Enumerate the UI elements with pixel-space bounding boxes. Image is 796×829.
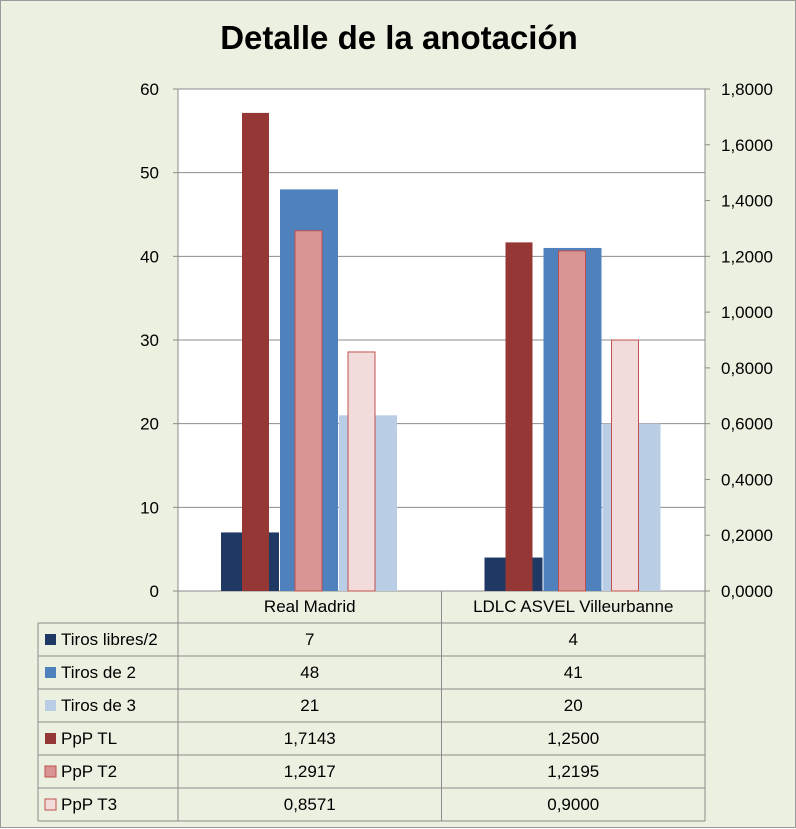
legend-label-tiros-de-2: Tiros de 2 — [61, 663, 136, 682]
left-tick-label: 0 — [150, 582, 159, 601]
table-cell-ppp-t2-1: 1,2917 — [284, 762, 336, 781]
right-tick-label: 1,4000 — [721, 192, 773, 211]
legend-label-ppp-t2: PpP T2 — [61, 762, 117, 781]
table-header-1: Real Madrid — [264, 597, 356, 616]
left-tick-label: 50 — [140, 164, 159, 183]
bar-ppp-t2-1 — [294, 230, 323, 592]
table-cell-ppp-t3-1: 0,8571 — [284, 795, 336, 814]
table-cell-tiros-libres-2-1: 7 — [305, 630, 314, 649]
legend-key-ppp-t2 — [44, 765, 57, 778]
left-tick-label: 10 — [140, 498, 159, 517]
table-cell-tiros-de-2-2: 41 — [564, 663, 583, 682]
left-tick-label: 30 — [140, 331, 159, 350]
table-cell-tiros-de-3-1: 21 — [300, 696, 319, 715]
table-cell-tiros-de-2-1: 48 — [300, 663, 319, 682]
bar-ppp-t3-2 — [611, 339, 639, 592]
right-tick-label: 0,4000 — [721, 470, 773, 489]
bar-ppp-tl-1 — [242, 112, 269, 591]
table-cell-tiros-de-3-2: 20 — [564, 696, 583, 715]
right-tick-label: 0,2000 — [721, 526, 773, 545]
left-tick-label: 40 — [140, 247, 159, 266]
table-cell-ppp-tl-1: 1,7143 — [284, 729, 336, 748]
bar-ppp-t3-1 — [347, 351, 376, 592]
right-tick-label: 1,6000 — [721, 136, 773, 155]
legend-key-ppp-tl — [45, 733, 56, 744]
bar-ppp-tl-2 — [505, 242, 533, 591]
legend-key-tiros-de-2 — [45, 667, 56, 678]
legend-label-tiros-libres-2: Tiros libres/2 — [61, 630, 158, 649]
right-tick-label: 0,6000 — [721, 415, 773, 434]
right-tick-label: 1,8000 — [721, 80, 773, 99]
legend-key-ppp-t3 — [44, 798, 57, 811]
table-cell-ppp-tl-2: 1,2500 — [547, 729, 599, 748]
left-tick-label: 60 — [140, 80, 159, 99]
right-tick-label: 0,8000 — [721, 359, 773, 378]
right-tick-label: 0,0000 — [721, 582, 773, 601]
right-tick-label: 1,2000 — [721, 247, 773, 266]
left-tick-label: 20 — [140, 415, 159, 434]
table-header-2: LDLC ASVEL Villeurbanne — [473, 597, 673, 616]
right-tick-label: 1,0000 — [721, 303, 773, 322]
bar-ppp-t2-2 — [558, 250, 586, 592]
table-cell-tiros-libres-2-2: 4 — [569, 630, 578, 649]
table-cell-ppp-t2-2: 1,2195 — [547, 762, 599, 781]
legend-label-ppp-t3: PpP T3 — [61, 795, 117, 814]
chart-title: Detalle de la anotación — [220, 19, 578, 56]
legend-label-tiros-de-3: Tiros de 3 — [61, 696, 136, 715]
table-cell-ppp-t3-2: 0,9000 — [547, 795, 599, 814]
legend-label-ppp-tl: PpP TL — [61, 729, 117, 748]
legend-key-tiros-de-3 — [45, 700, 56, 711]
legend-key-tiros-libres-2 — [45, 634, 56, 645]
